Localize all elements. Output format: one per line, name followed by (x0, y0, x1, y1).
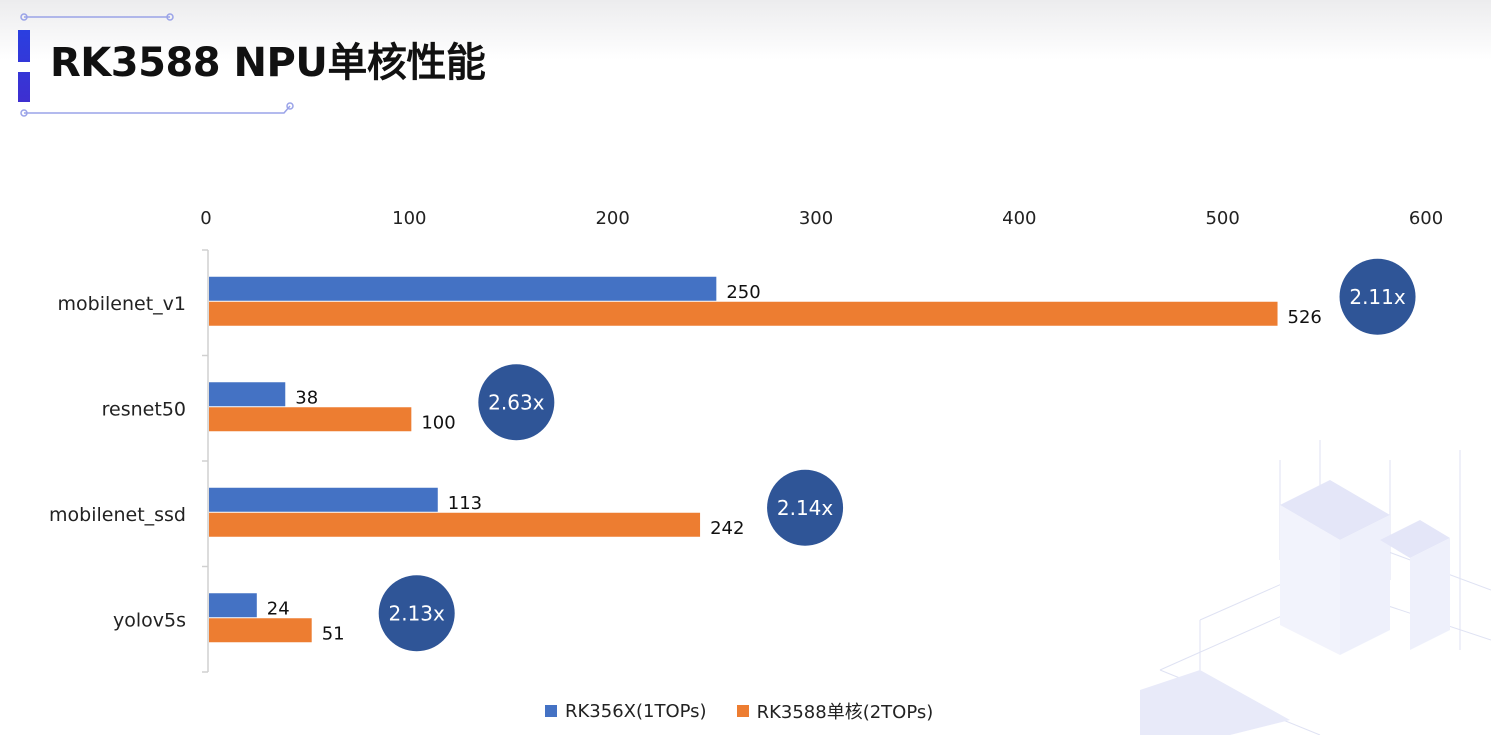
data-label: 38 (295, 387, 318, 408)
x-tick-label: 600 (1409, 208, 1443, 229)
bar-series-2 (209, 618, 312, 643)
speedup-badge (1339, 258, 1416, 335)
category-label: mobilenet_ssd (49, 504, 186, 526)
bar-series-1 (209, 276, 717, 301)
bar-series-1 (209, 487, 438, 512)
data-label: 526 (1288, 307, 1322, 328)
category-label: resnet50 (102, 398, 186, 420)
x-tick-label: 500 (1205, 208, 1239, 229)
x-tick-label: 400 (1002, 208, 1036, 229)
category-label: yolov5s (113, 609, 186, 631)
header-band (0, 0, 1491, 60)
data-label: 113 (448, 493, 482, 514)
x-tick-label: 300 (799, 208, 833, 229)
chart-legend: RK356X(1TOPs) RK3588单核(2TOPs) (545, 698, 933, 724)
speedup-label: 2.11x (1349, 285, 1406, 309)
bar-series-2 (209, 407, 412, 432)
legend-label-series-1: RK356X(1TOPs) (565, 700, 707, 722)
legend-item-series-1: RK356X(1TOPs) (545, 701, 707, 722)
legend-label-series-2: RK3588单核(2TOPs) (756, 702, 934, 723)
data-label: 100 (421, 412, 455, 433)
bar-series-1 (209, 593, 257, 618)
ai-background-illustration (1140, 440, 1491, 735)
x-tick-label: 0 (200, 208, 211, 229)
data-label: 51 (322, 623, 345, 644)
data-label: 250 (726, 282, 760, 303)
data-label: 242 (710, 518, 744, 539)
category-label: mobilenet_v1 (58, 293, 186, 315)
x-tick-label: 100 (392, 208, 426, 229)
x-tick-label: 200 (595, 208, 629, 229)
bar-series-2 (209, 512, 701, 537)
speedup-label: 2.63x (488, 390, 545, 414)
legend-item-series-2: RK3588单核(2TOPs) (736, 698, 934, 724)
page-title: RK3588 NPU单核性能 (50, 40, 486, 86)
speedup-badge (378, 575, 455, 652)
bar-series-1 (209, 382, 286, 407)
speedup-badge (478, 364, 555, 441)
legend-swatch-series-2 (736, 705, 749, 717)
title-frame-decoration (20, 13, 294, 117)
bar-series-2 (209, 301, 1278, 326)
title-accent-notch (18, 62, 30, 72)
speedup-badge (767, 469, 844, 546)
data-label: 24 (267, 598, 290, 619)
speedup-label: 2.13x (389, 601, 446, 625)
speedup-label: 2.14x (777, 496, 834, 520)
legend-swatch-series-1 (545, 705, 557, 717)
